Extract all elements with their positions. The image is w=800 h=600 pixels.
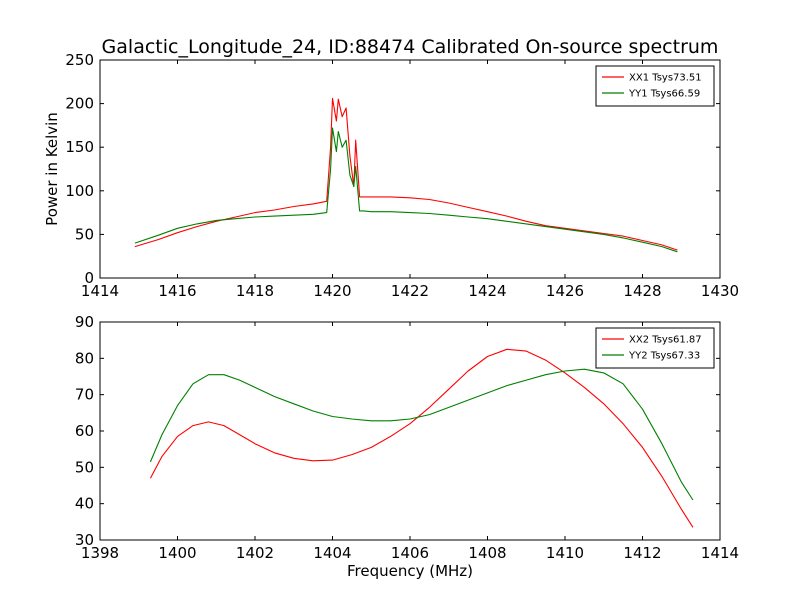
legend-label: XX1 Tsys73.51 (629, 73, 702, 84)
y-tick-label: 50 (75, 458, 94, 476)
x-tick-label: 1418 (236, 282, 274, 300)
x-tick-label: 1416 (158, 282, 196, 300)
y-tick-label: 0 (84, 269, 94, 287)
x-tick-label: 1426 (546, 282, 584, 300)
x-tick-label: 1414 (81, 282, 119, 300)
x-tick-label: 1410 (546, 544, 584, 562)
legend-label: YY2 Tsys67.33 (628, 351, 700, 362)
series-line-1-2 (134, 127, 678, 253)
x-tick-label: 1414 (701, 544, 739, 562)
x-tick-label: 1428 (623, 282, 661, 300)
x-tick-label: 1422 (391, 282, 429, 300)
x-tick-label: 1404 (313, 544, 351, 562)
y-tick-label: 50 (75, 225, 94, 243)
legend-label: YY1 Tsys66.59 (628, 89, 700, 100)
x-tick-label: 1430 (701, 282, 739, 300)
chart-title: Galactic_Longitude_24, ID:88474 Calibrat… (102, 36, 719, 58)
y-axis-label: Power in Kelvin (43, 112, 61, 226)
bottom-spectrum-panel: 1398 1400 1402 1404 1406 1408 1410 1412 1414 30 40… (75, 313, 739, 562)
y-tick-label: 100 (65, 182, 94, 200)
y-tick-label: 40 (75, 495, 94, 513)
x-tick-label: 1400 (158, 544, 196, 562)
x-tick-label: 1420 (313, 282, 351, 300)
y-tick-label: 80 (75, 349, 94, 367)
x-tick-label: 1398 (81, 544, 119, 562)
legend-box (595, 327, 715, 369)
x-tick-label: 1412 (623, 544, 661, 562)
series-line-2-2 (149, 368, 694, 501)
y-tick-label: 30 (75, 531, 94, 549)
y-tick-label: 70 (75, 386, 94, 404)
x-tick-label: 1406 (391, 544, 429, 562)
y-tick-label: 200 (65, 95, 94, 113)
x-tick-label: 1424 (468, 282, 506, 300)
legend-label: XX2 Tsys61.87 (629, 335, 702, 346)
series-line-2-1 (149, 348, 694, 528)
legend: XX1 Tsys73.51 YY1 Tsys66.59 (595, 65, 715, 107)
legend: XX2 Tsys61.87 YY2 Tsys67.33 (595, 327, 715, 369)
top-spectrum-panel: 1414 1416 1418 1420 1422 1424 1426 1428 1430 0 50 1… (65, 51, 739, 300)
series-line-1-1 (134, 97, 678, 251)
x-tick-label: 1402 (236, 544, 274, 562)
y-tick-label: 150 (65, 138, 94, 156)
y-tick-label: 250 (65, 51, 94, 69)
legend-box (595, 65, 715, 107)
y-tick-label: 60 (75, 422, 94, 440)
x-axis-label: Frequency (MHz) (347, 562, 473, 580)
y-tick-label: 90 (75, 313, 94, 331)
x-tick-label: 1408 (468, 544, 506, 562)
